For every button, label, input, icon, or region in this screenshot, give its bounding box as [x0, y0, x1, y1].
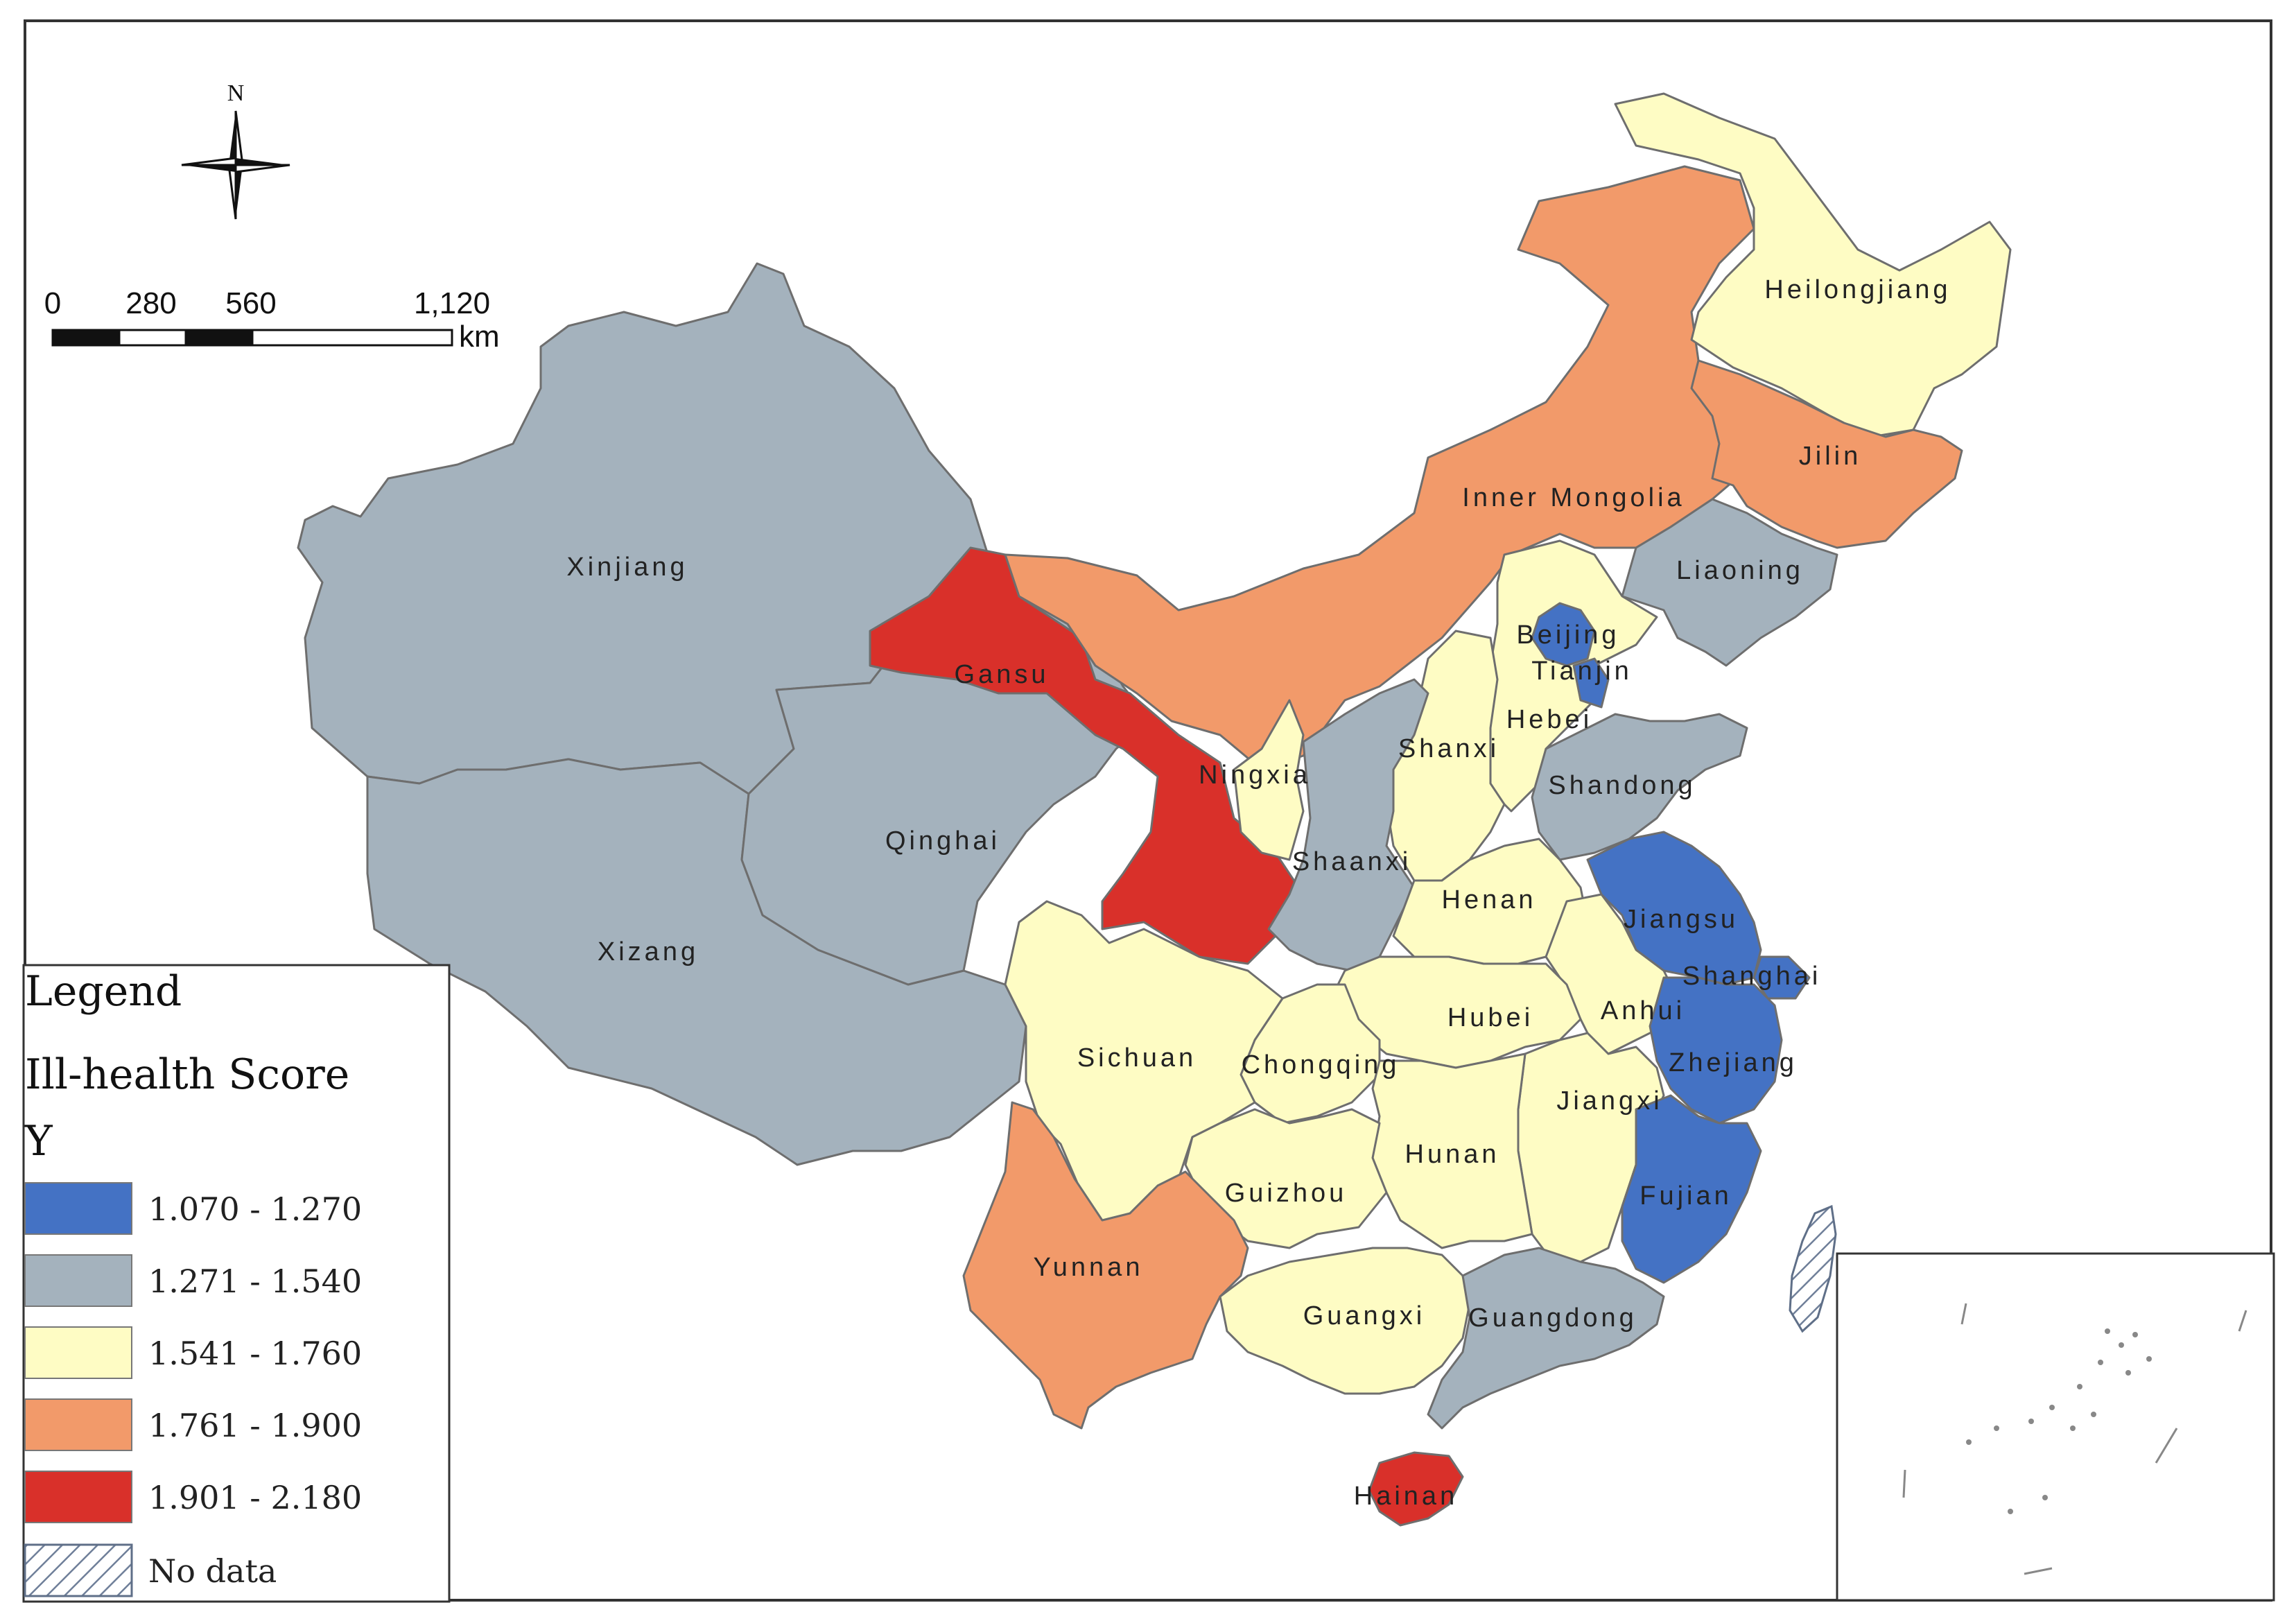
province-label-guizhou: Guizhou — [1225, 1179, 1348, 1208]
province-jilin[interactable] — [1690, 359, 1963, 549]
province-ningxia[interactable] — [1233, 699, 1305, 861]
north-label: N — [227, 80, 245, 106]
province-inner-mongolia[interactable] — [1004, 165, 1762, 771]
legend-heading: Legend — [25, 967, 182, 1016]
province-label-shanghai: Shanghai — [1682, 962, 1822, 991]
province-shanghai[interactable] — [1753, 955, 1811, 1000]
province-jiangsu[interactable] — [1586, 831, 1762, 986]
north-arrow-icon — [181, 110, 290, 220]
province-beijing[interactable] — [1531, 602, 1596, 667]
province-liaoning[interactable] — [1621, 498, 1838, 667]
province-shandong[interactable] — [1531, 713, 1748, 861]
scale-tick-560: 560 — [225, 286, 276, 320]
taiwan-no-data — [1789, 1204, 1837, 1333]
scale-unit: km — [459, 320, 500, 354]
province-label-shanxi: Shanxi — [1398, 734, 1499, 763]
province-label-liaoning: Liaoning — [1676, 556, 1804, 585]
province-guangxi[interactable] — [1219, 1247, 1471, 1395]
province-xizang[interactable] — [366, 758, 1027, 1166]
province-label-qinghai: Qinghai — [885, 826, 1000, 856]
province-label-hebei: Hebei — [1506, 705, 1592, 734]
province-label-tianjin: Tianjin — [1531, 657, 1633, 686]
province-label-guangdong: Guangdong — [1468, 1303, 1637, 1333]
south-china-sea-inset — [1836, 1252, 2275, 1602]
province-label-chongqing: Chongqing — [1242, 1050, 1400, 1080]
legend-title: Ill-health Score — [25, 1050, 349, 1099]
legend: Legend Ill-health Score Y 1.070 - 1.270 1… — [22, 964, 451, 1603]
province-zhejiang[interactable] — [1649, 976, 1783, 1125]
province-label-beijing: Beijing — [1516, 621, 1619, 650]
province-hubei[interactable] — [1330, 955, 1582, 1069]
province-label-henan: Henan — [1442, 885, 1537, 914]
province-label-shandong: Shandong — [1548, 771, 1696, 800]
province-label-fujian: Fujian — [1640, 1181, 1732, 1211]
province-label-zhejiang: Zhejiang — [1669, 1048, 1798, 1077]
scale-bar: 0 280 560 1,120 km — [44, 286, 500, 354]
province-label-inner-mongolia: Inner Mongolia — [1462, 483, 1685, 512]
province-label-guangxi: Guangxi — [1303, 1301, 1426, 1330]
province-label-ningxia: Ningxia — [1199, 761, 1311, 790]
scale-tick-0: 0 — [44, 286, 61, 320]
province-label-hunan: Hunan — [1405, 1140, 1500, 1169]
province-label-gansu: Gansu — [955, 660, 1050, 689]
legend-label-4: 1.901 - 2.180 — [148, 1479, 362, 1516]
legend-no-data-swatch — [24, 1543, 133, 1597]
province-label-anhui: Anhui — [1601, 996, 1685, 1025]
province-label-xizang: Xizang — [598, 937, 699, 966]
legend-label-3: 1.761 - 1.900 — [148, 1407, 362, 1444]
province-guangdong[interactable] — [1427, 1247, 1665, 1430]
legend-swatch-3 — [24, 1398, 132, 1451]
scale-tick-1120: 1,120 — [414, 286, 490, 320]
province-hainan[interactable] — [1368, 1451, 1464, 1527]
province-fujian[interactable] — [1621, 1094, 1762, 1284]
province-label-yunnan: Yunnan — [1034, 1253, 1144, 1282]
province-label-hainan: Hainan — [1354, 1482, 1458, 1511]
legend-no-data-label: No data — [148, 1552, 277, 1590]
legend-swatch-2 — [24, 1326, 132, 1379]
province-label-xinjiang: Xinjiang — [566, 553, 688, 582]
province-label-jiangxi: Jiangxi — [1556, 1086, 1662, 1116]
legend-label-0: 1.070 - 1.270 — [148, 1190, 362, 1228]
province-labels: Heilongjiang Jilin Liaoning Inner Mongolia X… — [566, 275, 1951, 1511]
province-label-jiangsu: Jiangsu — [1624, 905, 1739, 934]
legend-label-1: 1.271 - 1.540 — [148, 1263, 362, 1300]
province-label-shaanxi: Shaanxi — [1292, 847, 1411, 876]
legend-swatch-0 — [24, 1182, 132, 1235]
legend-swatch-1 — [24, 1254, 132, 1307]
scale-tick-280: 280 — [125, 286, 176, 320]
province-label-hubei: Hubei — [1447, 1003, 1533, 1032]
province-label-heilongjiang: Heilongjiang — [1764, 275, 1951, 304]
province-yunnan[interactable] — [962, 1101, 1249, 1430]
province-label-sichuan: Sichuan — [1077, 1043, 1197, 1073]
legend-swatch-4 — [24, 1471, 132, 1523]
province-tianjin[interactable] — [1572, 657, 1610, 709]
legend-label-2: 1.541 - 1.760 — [148, 1335, 362, 1372]
province-label-jilin: Jilin — [1799, 442, 1861, 471]
legend-field: Y — [24, 1117, 53, 1165]
